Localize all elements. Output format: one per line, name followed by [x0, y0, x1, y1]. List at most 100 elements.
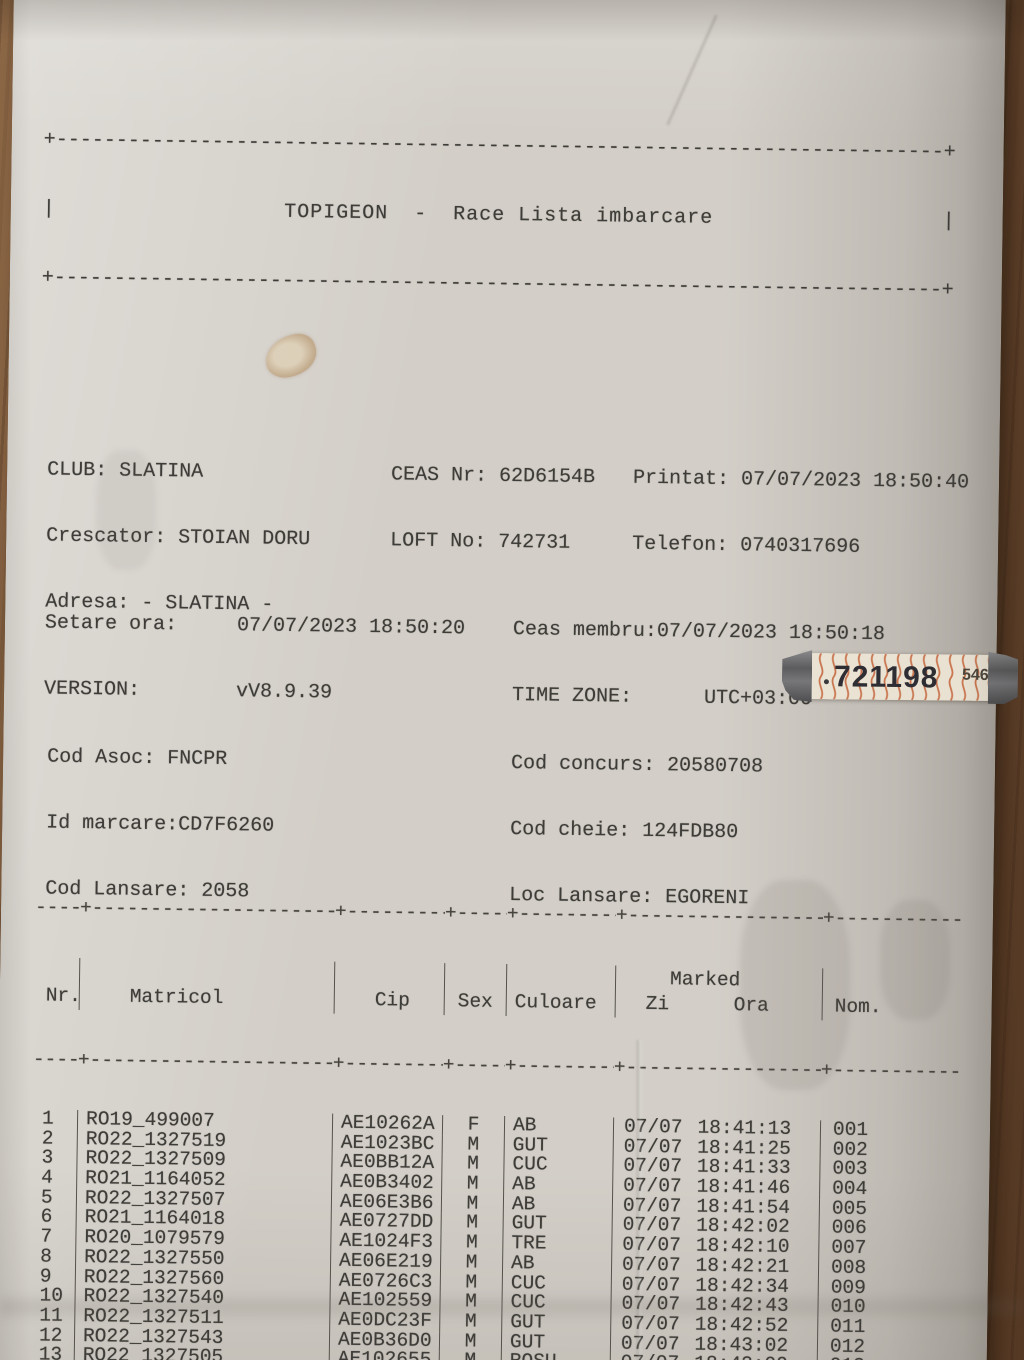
club-line: CLUB: SLATINA — [46, 458, 204, 484]
dash-line: +---------------------------------------… — [333, 1058, 443, 1072]
header-zi-label: Zi — [645, 992, 670, 1016]
cell-cip: AE0B3402 — [331, 1172, 442, 1194]
header-matricol-label: Matricol — [129, 985, 224, 1010]
cell-culoare: AB — [503, 1115, 614, 1138]
dash-line: ----------------------------------------… — [53, 266, 942, 302]
cell-sex: M — [440, 1193, 504, 1215]
cell-culoare: GUT — [502, 1214, 612, 1236]
cell-marked-ora: 18:41:33 — [696, 1156, 791, 1180]
cell-marked-zi: 07/07 — [622, 1215, 682, 1237]
sticker-crimp-left — [782, 650, 813, 702]
cell-nom: 002 — [819, 1140, 962, 1162]
dash-line: +---------------------------------------… — [445, 907, 507, 920]
cell-culoare: AB — [502, 1194, 613, 1216]
version-line: VERSION: vV8.9.39 — [43, 677, 333, 705]
cell-marked-zi: 07/07 — [622, 1196, 682, 1218]
setare-ora-line: Setare ora: 07/07/2023 18:50:20 — [44, 611, 466, 641]
cell-nr: 7 — [40, 1227, 53, 1248]
cell-marked-ora: 18:43:09 — [694, 1354, 788, 1360]
cell-marked-zi: 07/07 — [623, 1117, 683, 1139]
cell-sex: M — [438, 1351, 501, 1360]
cell-marked-ora: 18:43:02 — [694, 1334, 789, 1357]
dash-line: ----------------------------------------… — [55, 128, 944, 164]
plus-glyph: + — [41, 266, 54, 290]
dash-line: +---------------------------------------… — [78, 1054, 333, 1070]
pipe-glyph: | — [42, 197, 55, 221]
bleed-through-smudge — [880, 900, 950, 1020]
cell-sex: F — [441, 1115, 505, 1136]
cell-cip: AE06E219 — [329, 1251, 441, 1273]
plus-glyph: + — [941, 278, 954, 303]
cell-sex: M — [440, 1233, 503, 1254]
cell-culoare: GUT — [503, 1135, 613, 1157]
cell-culoare: ROSU — [500, 1352, 610, 1360]
title-box: + ---------------------------------------… — [41, 82, 956, 348]
cell-cip: AE0B36D0 — [328, 1330, 440, 1352]
title-box-bottom-border: + ---------------------------------------… — [42, 266, 954, 302]
paper-crease — [636, 1040, 642, 1360]
cell-sex: M — [438, 1331, 502, 1353]
dash-line: +---------------------------------------… — [505, 1060, 614, 1074]
bleed-through-smudge — [96, 450, 156, 570]
sticker-body: 721198 546646 — [801, 652, 1015, 702]
cell-nr: 12 — [38, 1325, 63, 1347]
plus-glyph: + — [943, 140, 956, 165]
title-box-title-row: | TOPIGEON - Race Lista imbarcare | — [43, 197, 955, 233]
security-seal-sticker: 721198 546646 — [782, 650, 1019, 704]
cell-cip: AE06E3B6 — [330, 1192, 442, 1214]
header-sex: Sex — [443, 963, 507, 1016]
cell-sex: M — [441, 1134, 504, 1156]
cell-cip: AE1024F3 — [330, 1231, 441, 1253]
sticker-ink-dot — [823, 679, 829, 685]
codes-block: Cod Asoc: FNCPR Id marcare:CD7F6260 Cod … — [29, 702, 996, 911]
header-marked-label: Marked — [669, 968, 741, 992]
dash-line: ----------------------------------------… — [33, 1053, 78, 1066]
cell-marked-zi: 07/07 — [622, 1235, 682, 1257]
plus-glyph: + — [43, 128, 56, 152]
cell-nom: 008 — [817, 1258, 961, 1280]
cell-nom: 007 — [818, 1238, 961, 1261]
cell-sex: M — [441, 1174, 504, 1195]
cod-asoc-line: Cod Asoc: FNCPR — [46, 745, 228, 772]
cell-culoare: CUC — [503, 1155, 613, 1177]
title-box-top-border: + ---------------------------------------… — [44, 128, 956, 164]
cell-marked-zi: 07/07 — [621, 1354, 680, 1360]
cell-sex: M — [439, 1272, 502, 1294]
cell-marked-zi: 07/07 — [621, 1255, 681, 1277]
cell-marked-ora: 18:42:21 — [695, 1255, 790, 1278]
header-nr: Nr. — [34, 957, 82, 1010]
dash-line: +---------------------------------------… — [821, 1064, 963, 1078]
cod-cheie-line: Cod cheie: 124FDB80 — [509, 818, 739, 845]
loc-lansare-line: Loc Lansare: EGORENI — [509, 884, 750, 911]
cell-nr: 13 — [38, 1345, 63, 1360]
ceas-nr-line: CEAS Nr: 62D6154B — [390, 463, 596, 490]
table-body: 1 RO19_499007 AE10262A F AB 07/07 18:41:13 001 2… — [26, 1109, 963, 1360]
header-culoare: Culoare — [505, 963, 616, 1018]
cell-cip: AE0727DD — [330, 1211, 441, 1234]
header-nr-label: Nr. — [45, 984, 82, 1008]
cell-marked-ora: 18:41:54 — [696, 1196, 791, 1219]
cell-sex: M — [441, 1154, 504, 1176]
cell-sex: M — [439, 1252, 503, 1274]
cell-cip: AE102655 — [328, 1349, 439, 1360]
crescator-line: Crescator: STOIAN DORU — [46, 524, 311, 552]
cell-marked-zi: 07/07 — [620, 1334, 680, 1355]
telefon-line: Telefon: 0740317696 — [631, 532, 861, 559]
cell-marked-ora: 18:41:46 — [696, 1176, 791, 1200]
cell-culoare: AB — [503, 1175, 613, 1197]
dash-line: +---------------------------------------… — [443, 1059, 505, 1072]
cell-culoare: AB — [501, 1253, 612, 1275]
pipe-glyph: | — [942, 209, 955, 234]
cod-lansare-line: Cod Lansare: 2058 — [45, 877, 250, 904]
cell-nom: 001 — [819, 1120, 963, 1143]
dash-line: +---------------------------------------… — [335, 906, 445, 920]
cell-marked-zi: 07/07 — [623, 1176, 682, 1198]
sticker-crimp-right — [988, 652, 1019, 704]
club-info-middle: CEAS Nr: 62D6154B LOFT No: 742731 — [389, 420, 595, 599]
club-info-block: CLUB: SLATINA Crescator: STOIAN DORU Adr… — [33, 415, 1000, 617]
cell-marked-ora: 18:42:10 — [695, 1235, 790, 1259]
cell-nr: 2 — [41, 1129, 54, 1150]
cell-nr: 3 — [41, 1148, 54, 1170]
cell-marked-zi: 07/07 — [623, 1137, 683, 1159]
